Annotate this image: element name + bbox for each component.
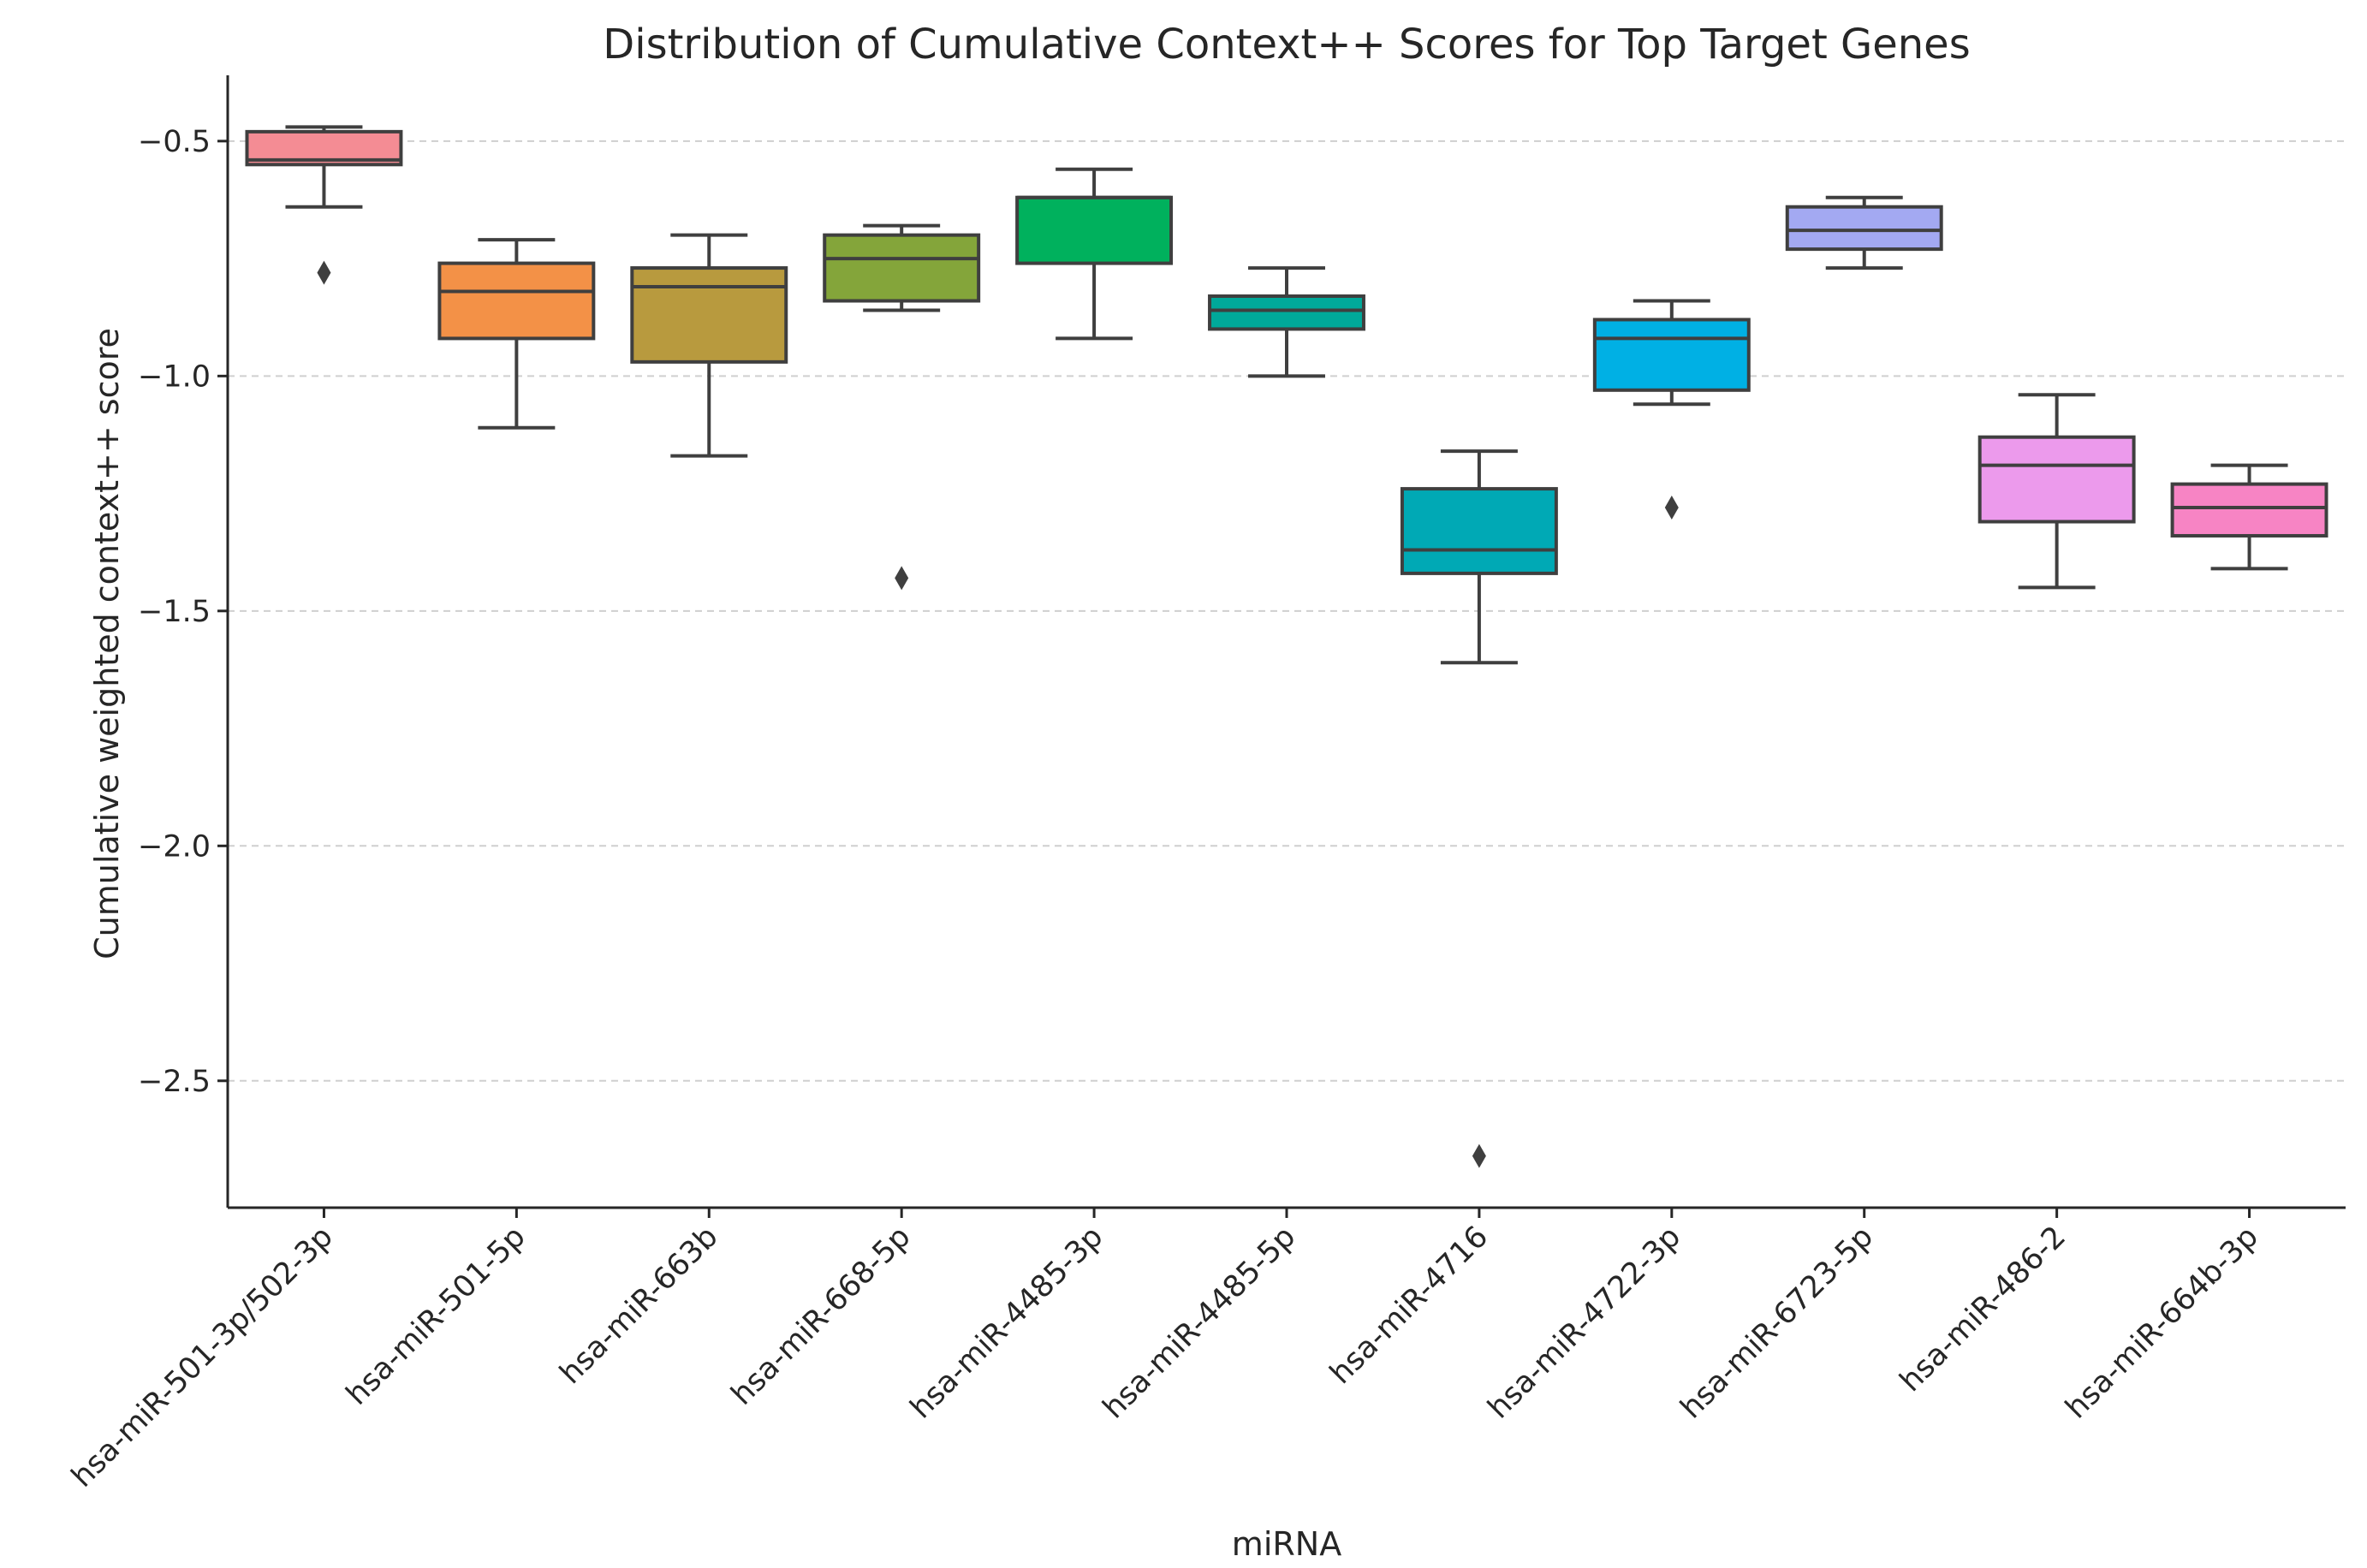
iqr-box xyxy=(1208,294,1365,331)
box-group xyxy=(1400,449,1558,1168)
x-tick-label: hsa-miR-6723-5p xyxy=(1674,1220,1880,1425)
x-tick-label: hsa-miR-664b-3p xyxy=(2060,1220,2265,1425)
iqr-box xyxy=(1977,435,2136,524)
box-group xyxy=(1015,167,1174,341)
y-tick-label: −2.0 xyxy=(138,829,211,864)
iqr-box xyxy=(823,233,981,303)
box-group xyxy=(1592,299,1751,520)
y-tick-label: −1.5 xyxy=(138,595,211,629)
y-tick-label: −2.5 xyxy=(138,1065,211,1099)
y-tick-label: −0.5 xyxy=(138,125,211,159)
iqr-box xyxy=(1785,205,1943,252)
x-axis-label: miRNA xyxy=(1232,1525,1341,1563)
x-tick-label: hsa-miR-501-5p xyxy=(340,1220,532,1412)
box-group xyxy=(1208,266,1365,378)
box-group xyxy=(823,223,981,591)
x-tick-label: hsa-miR-501-3p/502-3p xyxy=(65,1220,340,1494)
x-tick-label: hsa-miR-4716 xyxy=(1323,1220,1495,1391)
iqr-box xyxy=(1400,487,1558,575)
boxes xyxy=(245,125,2328,1168)
y-axis-label: Cumulative weighted context++ score xyxy=(88,328,126,959)
x-tick-label: hsa-miR-4485-5p xyxy=(1097,1220,1302,1425)
outlier-point xyxy=(317,260,331,285)
x-tick-label: hsa-miR-663b xyxy=(554,1220,725,1391)
box-group xyxy=(2170,463,2328,571)
iqr-box xyxy=(630,266,788,364)
y-tick-label: −1.0 xyxy=(138,359,211,394)
box-group xyxy=(245,125,403,285)
x-tick-label: hsa-miR-486-2 xyxy=(1894,1220,2073,1399)
x-tick-label: hsa-miR-668-5p xyxy=(725,1220,918,1412)
box-group xyxy=(1785,195,1943,270)
outlier-point xyxy=(1664,496,1679,520)
box-group xyxy=(1977,393,2136,590)
x-tick-label: hsa-miR-4485-3p xyxy=(904,1220,1109,1425)
box-group xyxy=(630,233,788,458)
x-axis-ticks: hsa-miR-501-3p/502-3p hsa-miR-501-5p hsa-m… xyxy=(65,1208,2265,1494)
iqr-box xyxy=(1592,318,1751,392)
outlier-point xyxy=(1472,1143,1486,1168)
x-tick-label: hsa-miR-4722-3p xyxy=(1482,1220,1687,1425)
chart-title: Distribution of Cumulative Context++ Sco… xyxy=(603,21,1970,68)
box-group xyxy=(437,238,596,430)
iqr-box xyxy=(1015,195,1174,265)
iqr-box xyxy=(437,261,596,341)
iqr-box xyxy=(2170,482,2328,538)
gridlines xyxy=(228,140,2346,1082)
outlier-point xyxy=(895,566,909,591)
y-axis-ticks: −0.5 −1.0 −1.5 −2.0 −2.5 xyxy=(138,125,228,1099)
